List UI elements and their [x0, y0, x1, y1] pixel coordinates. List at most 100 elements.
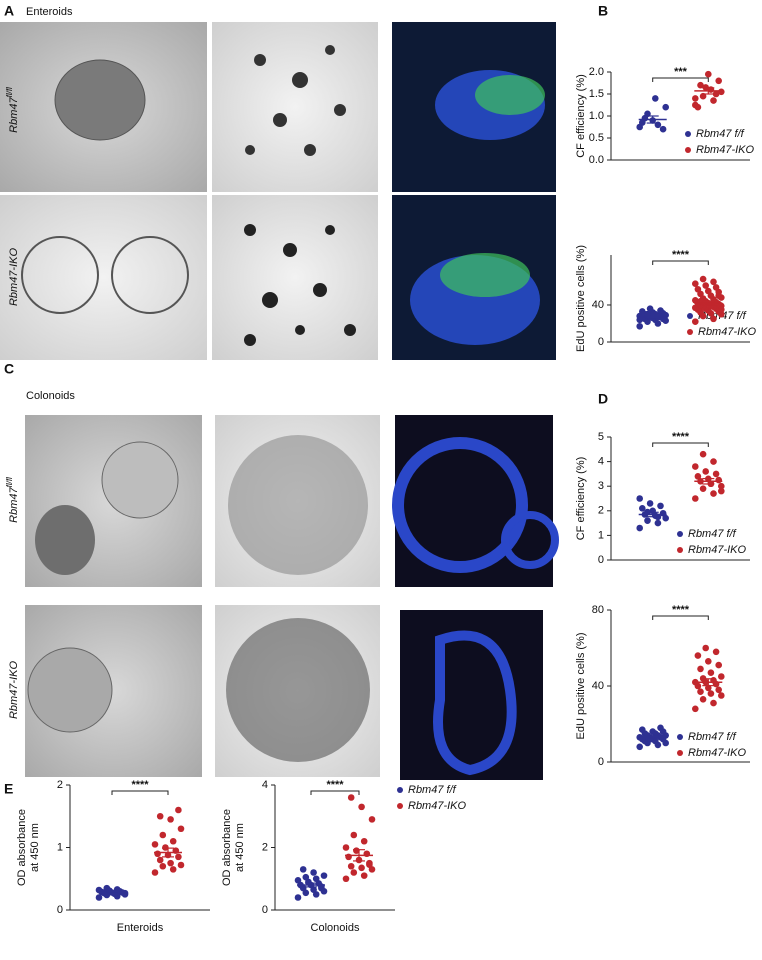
dot	[358, 803, 365, 811]
dot	[705, 658, 712, 665]
dot	[636, 316, 643, 324]
dot	[312, 875, 320, 883]
dot	[342, 844, 350, 851]
legend-label: Rbm47-IKO	[408, 800, 467, 812]
row-label: Rbm47fl/fl	[5, 87, 20, 133]
dot	[342, 875, 350, 883]
dot	[707, 669, 715, 676]
significance-label: ****	[326, 779, 344, 791]
organoids	[245, 45, 346, 156]
significance-label: ****	[672, 604, 690, 616]
dot	[712, 284, 720, 291]
dot	[646, 500, 654, 507]
significance-bracket	[652, 442, 709, 447]
significance-bracket	[652, 77, 709, 82]
dot	[646, 305, 654, 312]
dot	[702, 468, 709, 475]
image	[0, 195, 207, 360]
y-tick-label: 3	[598, 480, 604, 492]
dot	[699, 696, 707, 703]
row-label: Rbm47-IKO	[8, 661, 20, 720]
legend-marker	[685, 147, 691, 153]
dot	[718, 482, 725, 490]
dot	[662, 103, 669, 111]
dot	[156, 812, 164, 820]
dot	[294, 894, 302, 901]
panel-label: A	[4, 3, 14, 19]
panel-label: C	[4, 361, 14, 377]
dot	[707, 690, 715, 697]
dot	[360, 837, 368, 845]
dot	[715, 661, 722, 669]
dot	[636, 495, 643, 502]
dot	[366, 861, 373, 868]
legend-marker	[677, 531, 683, 537]
dot	[702, 282, 709, 289]
dot	[718, 487, 725, 495]
dot	[657, 502, 664, 510]
dot	[692, 280, 699, 287]
legend-label: Rbm47 f/f	[408, 784, 457, 796]
dot	[694, 285, 702, 293]
dot	[294, 877, 302, 884]
dot	[712, 648, 720, 656]
dot	[662, 514, 669, 522]
dot	[712, 470, 720, 478]
organoid	[101, 441, 179, 519]
dot	[699, 450, 707, 458]
significance-label: ****	[131, 779, 149, 791]
dot	[699, 275, 707, 283]
legend-label: Rbm47-IKO	[688, 544, 747, 556]
y-axis-label: at 450 nm	[29, 823, 41, 872]
dot	[175, 806, 182, 814]
y-tick-label: 0.5	[589, 132, 604, 144]
legend-marker	[677, 547, 683, 553]
dot	[360, 872, 368, 879]
row-label: Rbm47fl/fl	[5, 477, 20, 523]
organoid	[501, 511, 559, 569]
dot	[712, 90, 720, 98]
dot	[710, 699, 717, 707]
dot	[694, 652, 702, 659]
dot	[710, 278, 717, 286]
organoids	[244, 224, 356, 346]
y-tick-label: 0	[598, 554, 604, 566]
y-tick-label: 40	[592, 680, 604, 692]
dot	[649, 728, 656, 735]
dot	[659, 125, 667, 133]
y-axis-label: at 450 nm	[234, 823, 246, 872]
y-tick-label: 4	[598, 456, 604, 468]
dot	[151, 869, 159, 876]
dot	[302, 873, 310, 881]
dot	[350, 869, 358, 876]
dot	[710, 315, 717, 323]
dot	[175, 853, 182, 861]
legend-marker	[677, 734, 683, 740]
significance-label: ****	[672, 249, 690, 261]
dot	[167, 816, 174, 823]
panel-label: D	[598, 391, 608, 407]
dot	[159, 831, 167, 839]
significance-label: ***	[674, 66, 688, 78]
y-tick-label: 0.0	[589, 154, 604, 166]
dot	[694, 473, 702, 480]
dot	[718, 692, 725, 699]
y-tick-label: 1	[57, 841, 63, 853]
dot	[692, 463, 699, 470]
dot	[715, 686, 722, 694]
y-tick-label: 40	[592, 299, 604, 311]
y-tick-label: 1	[598, 529, 604, 541]
dot	[177, 861, 185, 869]
legend-marker	[397, 787, 403, 793]
organoid	[35, 505, 95, 575]
dot	[697, 81, 704, 89]
dot	[318, 884, 325, 892]
dot	[177, 825, 185, 833]
section-title: Enteroids	[26, 6, 73, 18]
dot	[156, 856, 164, 864]
organoid	[111, 236, 189, 314]
legend-marker	[687, 329, 693, 335]
dot	[718, 673, 725, 680]
organoid	[27, 647, 113, 733]
x-axis-label: Enteroids	[117, 922, 164, 934]
